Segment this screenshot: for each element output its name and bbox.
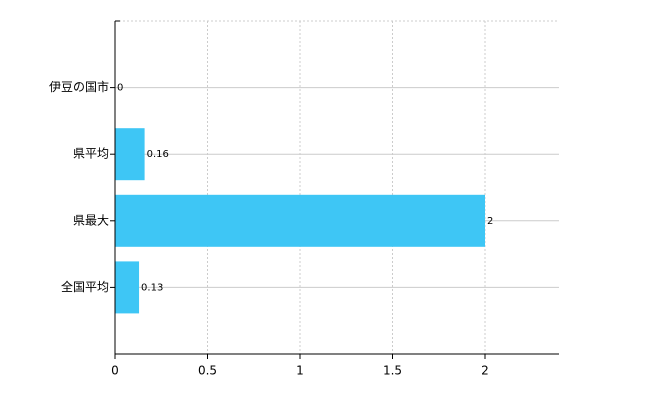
y-tick-label: 県平均 — [73, 147, 109, 161]
x-tick-label: 1.5 — [383, 364, 402, 378]
value-label: 0.13 — [141, 282, 163, 293]
x-tick-label: 2 — [481, 364, 489, 378]
value-label: 2 — [487, 216, 493, 227]
x-tick-label: 1 — [296, 364, 304, 378]
x-tick-label: 0 — [111, 364, 119, 378]
y-tick-label: 県最大 — [73, 213, 109, 227]
bar — [115, 261, 140, 314]
y-tick-label: 伊豆の国市 — [49, 79, 109, 94]
value-label: 0 — [117, 83, 123, 94]
y-tick-label: 全国平均 — [61, 279, 109, 294]
bar — [115, 128, 145, 181]
bar — [115, 194, 485, 247]
x-tick-label: 0.5 — [198, 364, 217, 378]
value-label: 0.16 — [147, 149, 169, 160]
